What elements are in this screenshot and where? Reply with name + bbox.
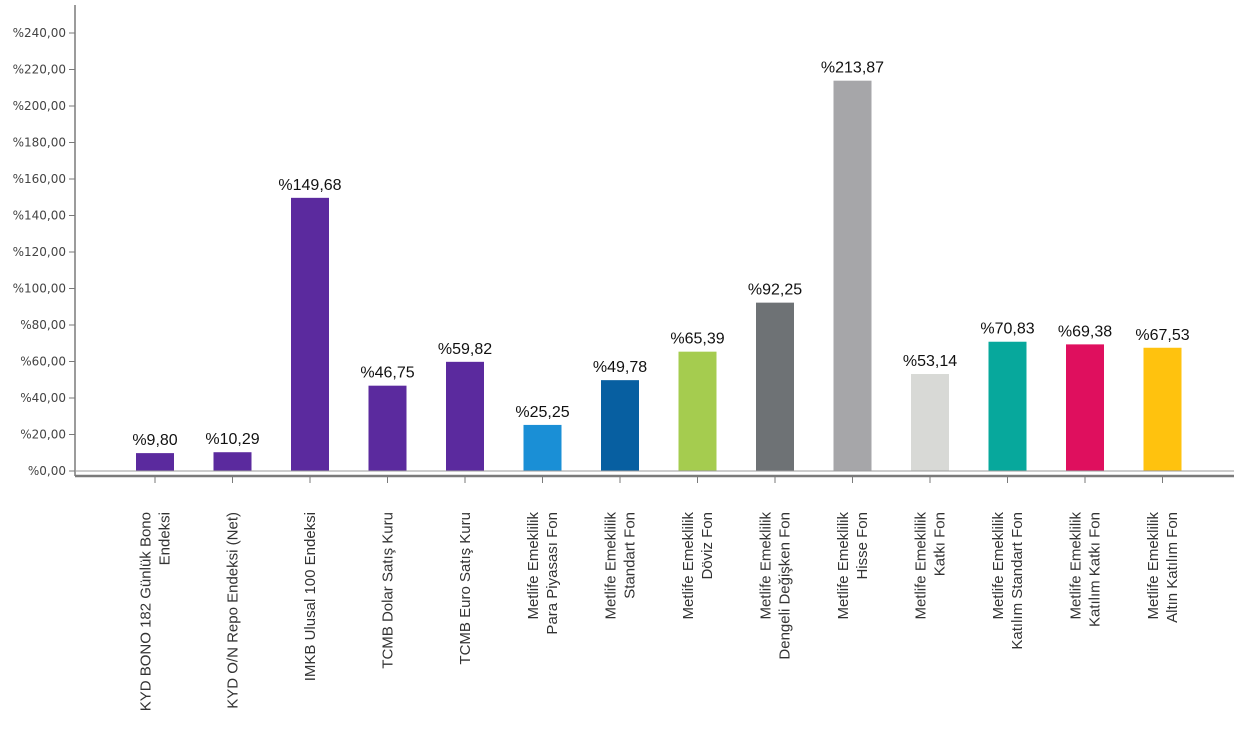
x-tick-label-line: TCMB Dolar Satış Kuru <box>380 512 397 669</box>
bar <box>523 424 562 471</box>
data-label: %213,87 <box>821 60 884 77</box>
y-tick-label: %240,00 <box>13 26 66 40</box>
data-label: %69,38 <box>1058 323 1112 340</box>
bar <box>678 351 717 471</box>
bar <box>291 197 329 472</box>
x-tick-label-line: TCMB Euro Satış Kuru <box>457 512 474 665</box>
bar <box>988 341 1027 471</box>
x-tick-label-line: Para Piyasası Fon <box>544 512 561 635</box>
x-tick-label-line: Metlife Emeklilik <box>990 512 1007 620</box>
data-label: %59,82 <box>438 341 492 358</box>
y-tick-label: %0,00 <box>28 464 66 478</box>
y-tick-label: %160,00 <box>13 172 66 186</box>
bar <box>601 380 639 471</box>
x-tick-label: Metlife Emeklilik Katkı Fon <box>913 512 949 620</box>
x-tick-label: KYD BONO 182 Günlük Bono Endeksi <box>138 512 174 711</box>
x-tick-label-line: Endeksi <box>157 512 174 565</box>
y-tick-label: %140,00 <box>13 209 66 223</box>
x-tick-label-line: Metlife Emeklilik <box>680 512 697 620</box>
x-tick-label-line: Katılım Katkı Fon <box>1087 512 1104 627</box>
x-tick-label-line: Metlife Emeklilik <box>603 512 620 620</box>
x-tick-label-line: Metlife Emeklilik <box>525 512 542 620</box>
data-label: %25,25 <box>515 404 569 421</box>
x-tick-label-line: Metlife Emeklilik <box>1145 512 1162 620</box>
x-tick-label-line: Altın Katılım Fon <box>1164 512 1181 623</box>
bar <box>911 374 949 471</box>
x-tick-label-line: Metlife Emeklilik <box>758 512 775 620</box>
x-tick-label-line: Standart Fon <box>622 512 639 599</box>
y-tick-label: %60,00 <box>20 355 66 369</box>
x-tick-label: Metlife Emeklilik Standart Fon <box>603 512 639 620</box>
x-tick-label: Metlife Emeklilik Katılım Standart Fon <box>990 512 1026 650</box>
bar <box>1066 344 1104 471</box>
x-tick-label-line: Döviz Fon <box>699 512 716 580</box>
y-tick-label: %220,00 <box>13 63 66 77</box>
y-tick-label: %180,00 <box>13 136 66 150</box>
bar <box>756 302 794 471</box>
bar <box>136 453 174 471</box>
data-label: %9,80 <box>132 432 177 449</box>
x-tick-label-line: Hisse Fon <box>854 512 871 580</box>
x-tick-label-line: Metlife Emeklilik <box>913 512 930 620</box>
x-tick-label: IMKB Ulusal 100 Endeksi <box>302 512 319 681</box>
data-label: %65,39 <box>670 331 724 348</box>
data-label: %46,75 <box>360 365 414 382</box>
y-tick-label: %40,00 <box>20 391 66 405</box>
x-tick-label-line: Katılım Standart Fon <box>1009 512 1026 650</box>
y-axis: %0,00 %20,00 %40,00 %60,00 %80,00 %100,00 %120… <box>13 5 76 478</box>
x-tick-label-line: Dengeli Değişken Fon <box>777 512 794 660</box>
data-label: %92,25 <box>748 282 802 299</box>
y-tick-label: %80,00 <box>20 318 66 332</box>
x-tick-label: KYD O/N Repo Endeksi (Net) <box>225 512 242 709</box>
bar <box>213 452 252 471</box>
data-label: %67,53 <box>1135 327 1189 344</box>
x-tick-label: Metlife Emeklilik Para Piyasası Fon <box>525 512 561 635</box>
data-label: %10,29 <box>205 431 259 448</box>
x-tick-label-line: KYD O/N Repo Endeksi (Net) <box>225 512 242 709</box>
bars <box>136 80 1182 472</box>
y-tick-label: %100,00 <box>13 282 66 296</box>
x-tick-label-line: KYD BONO 182 Günlük Bono <box>138 512 155 711</box>
x-tick-label: TCMB Dolar Satış Kuru <box>380 512 397 669</box>
x-tick-label: Metlife Emeklilik Döviz Fon <box>680 512 716 620</box>
x-tick-label-line: Metlife Emeklilik <box>1068 512 1085 620</box>
x-axis: KYD BONO 182 Günlük Bono Endeksi KYD O/N R… <box>75 470 1234 711</box>
bar <box>1143 347 1182 471</box>
x-tick-label-line: Katkı Fon <box>932 512 949 576</box>
data-labels: %9,80 %10,29 %149,68 %46,75 %59,82 %25,25 %49,… <box>132 60 1189 449</box>
y-tick-label: %120,00 <box>13 245 66 259</box>
data-label: %149,68 <box>278 177 341 194</box>
y-tick-label: %20,00 <box>20 428 66 442</box>
data-label: %49,78 <box>593 359 647 376</box>
data-label: %70,83 <box>980 321 1034 338</box>
x-tick-label: Metlife Emeklilik Katılım Katkı Fon <box>1068 512 1104 628</box>
bar <box>368 385 407 471</box>
bar <box>833 80 872 471</box>
x-tick-label: Metlife Emeklilik Altın Katılım Fon <box>1145 512 1181 623</box>
y-tick-label: %200,00 <box>13 99 66 113</box>
x-tick-label-line: IMKB Ulusal 100 Endeksi <box>302 512 319 681</box>
x-tick-label-line: Metlife Emeklilik <box>835 512 852 620</box>
x-tick-label: TCMB Euro Satış Kuru <box>457 512 474 665</box>
x-tick-label: Metlife Emeklilik Hisse Fon <box>835 512 871 620</box>
data-label: %53,14 <box>903 353 957 370</box>
x-tick-label: Metlife Emeklilik Dengeli Değişken Fon <box>758 512 794 660</box>
bar <box>446 361 484 471</box>
